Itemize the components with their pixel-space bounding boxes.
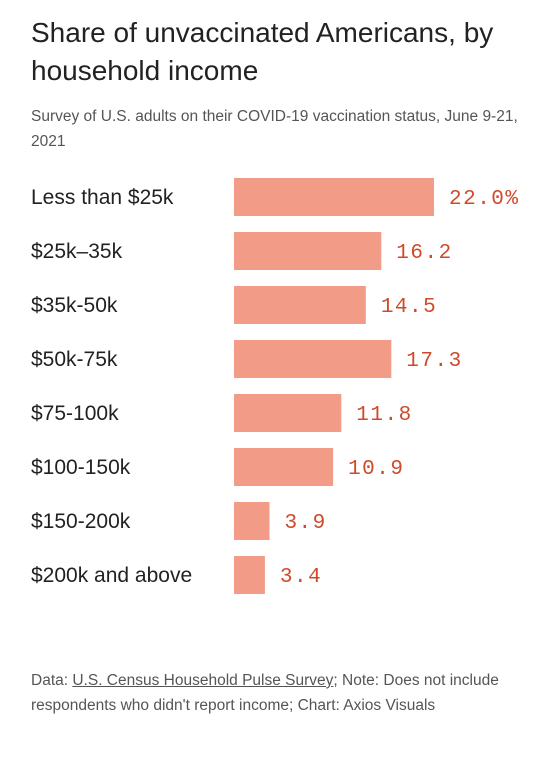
category-label: Less than $25k (31, 186, 174, 209)
chart-subtitle: Survey of U.S. adults on their COVID-19 … (31, 108, 518, 150)
bar (234, 286, 366, 324)
bar (234, 394, 342, 432)
footer-note: ; Note: Does not include respondents who… (31, 672, 499, 714)
value-label: 3.4 (280, 566, 322, 589)
bar (234, 448, 334, 486)
value-label: 14.5 (381, 296, 437, 319)
footer-prefix: Data: (31, 672, 73, 689)
value-label: 16.2 (396, 242, 452, 265)
category-label: $50k-75k (31, 348, 118, 371)
category-label: $25k–35k (31, 240, 123, 263)
bar (234, 232, 382, 270)
bar (234, 556, 265, 594)
value-label: 3.9 (284, 512, 326, 535)
chart-title: Share of unvaccinated Americans, by hous… (31, 17, 494, 86)
chart-footer: Data: U.S. Census Household Pulse Survey… (31, 668, 531, 718)
value-label: 17.3 (406, 350, 462, 373)
bar (234, 178, 434, 216)
category-label: $150-200k (31, 510, 131, 533)
value-label: 10.9 (348, 458, 404, 481)
category-label: $75-100k (31, 402, 119, 425)
bar-chart: Less than $25k 22.0% $25k–35k 16.2 $35k-50k 1… (31, 178, 520, 594)
value-label: 22.0% (449, 188, 520, 211)
category-label: $35k-50k (31, 294, 118, 317)
bar (234, 502, 270, 540)
source-link[interactable]: U.S. Census Household Pulse Survey (72, 672, 334, 689)
category-label: $100-150k (31, 456, 131, 479)
bar (234, 340, 392, 378)
value-label: 11.8 (356, 404, 412, 427)
category-label: $200k and above (31, 564, 192, 587)
